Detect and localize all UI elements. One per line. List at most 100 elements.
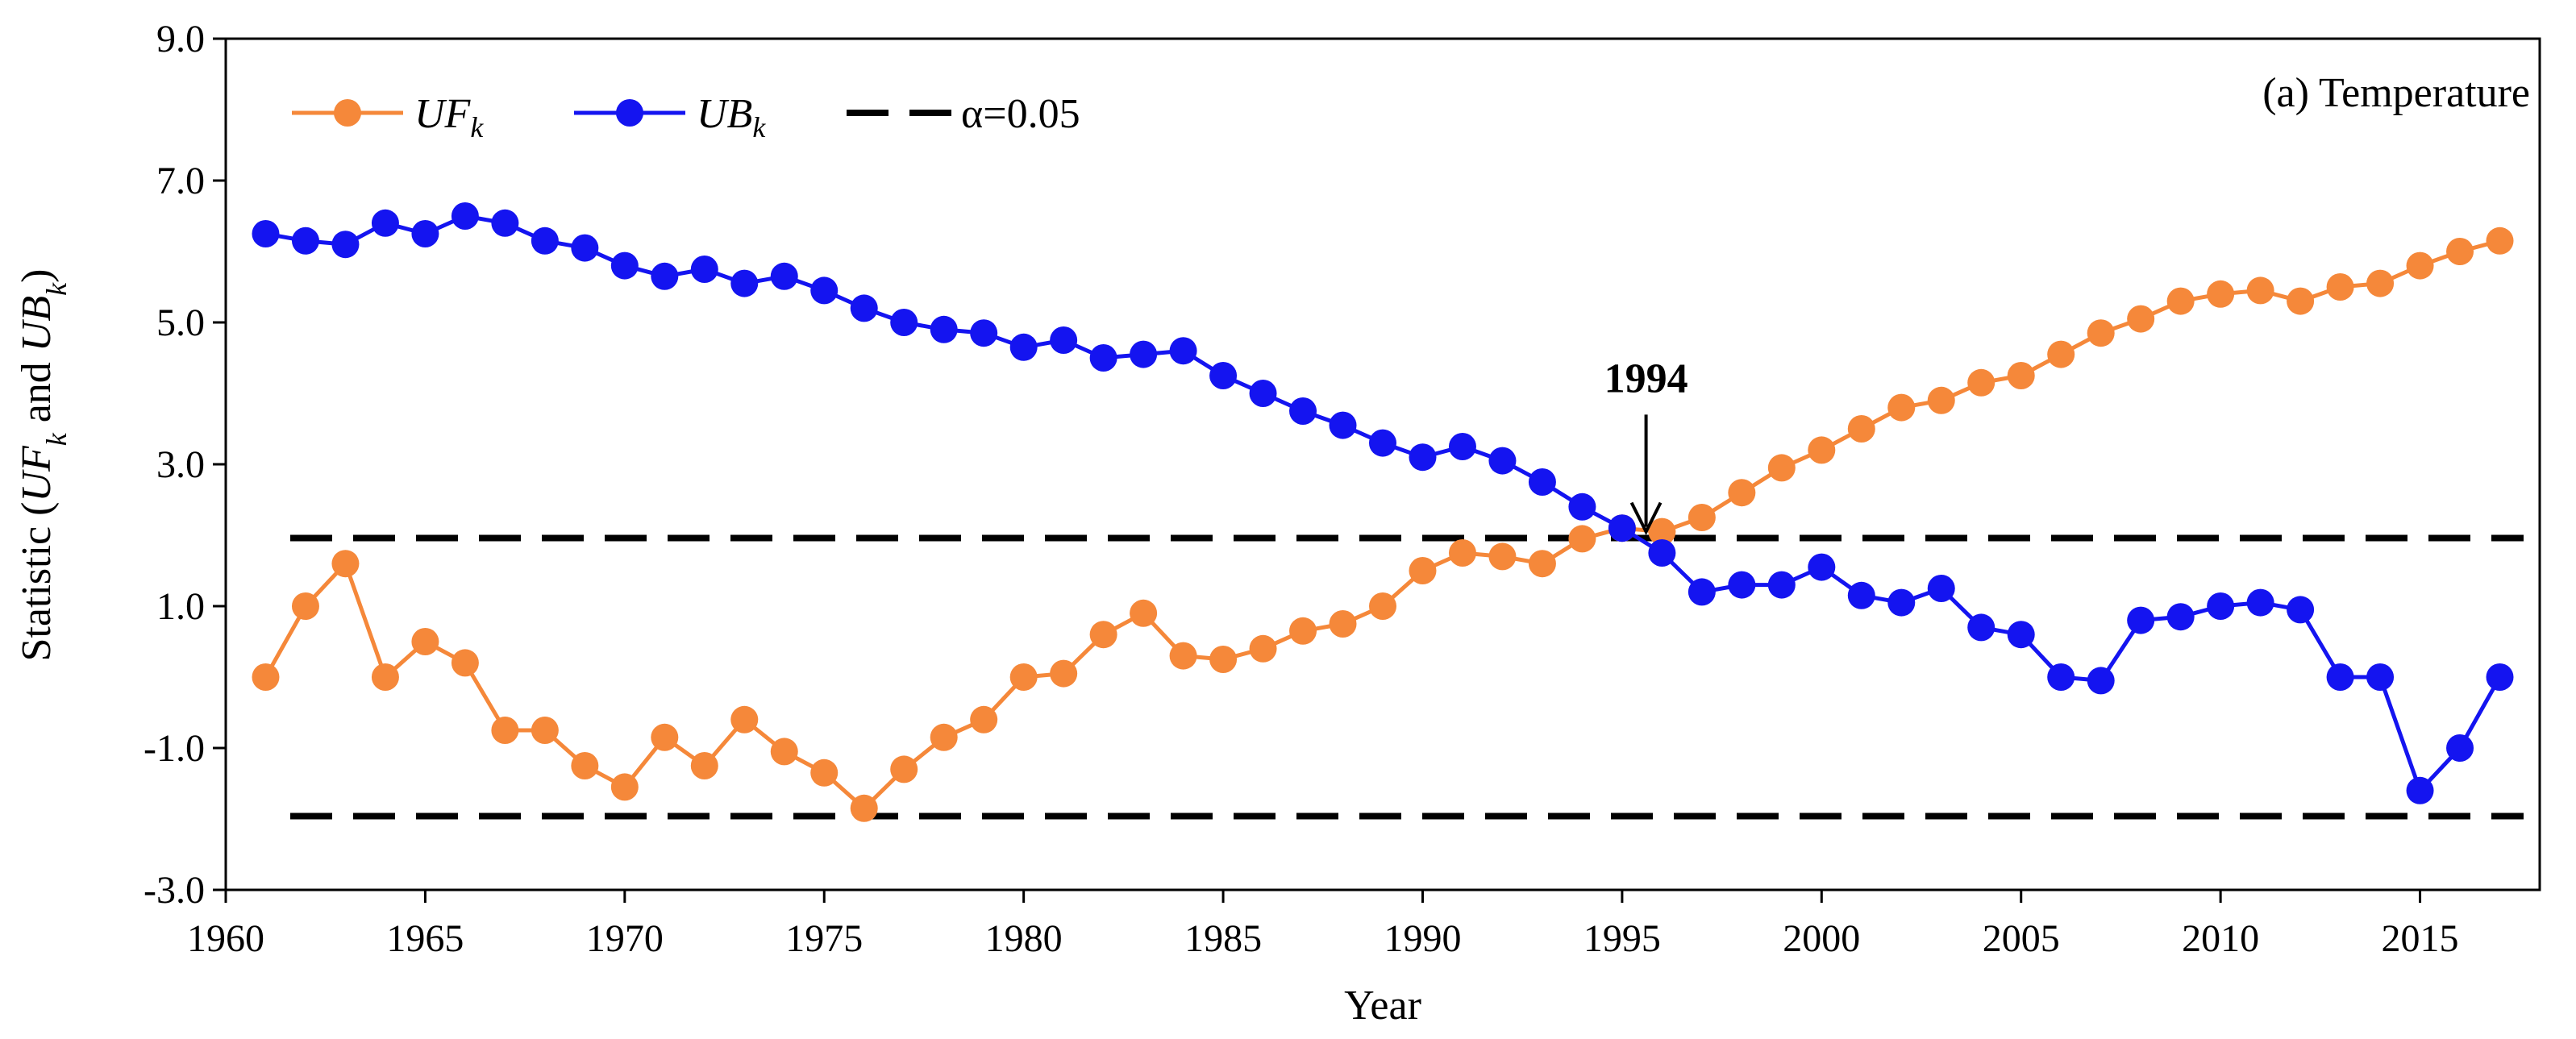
data-point-ubk (2287, 596, 2315, 624)
y-axis-title-prefix: Statistic ( (14, 502, 60, 662)
x-tick-label: 1965 (386, 917, 464, 960)
x-tick-label: 2015 (2382, 917, 2459, 960)
data-point-ubk (1488, 447, 1517, 475)
series-ubk (252, 202, 2514, 804)
y-tick-label: 9.0 (156, 18, 205, 60)
data-point-ufk (1688, 504, 1716, 531)
y-axis-title-uf-sub: k (40, 432, 73, 446)
data-point-ubk (291, 227, 319, 255)
legend-entry-ufk: UFk (292, 91, 484, 143)
data-point-ufk (1568, 525, 1596, 553)
data-point-ufk (2366, 269, 2395, 297)
legend-alpha-label: α=0.05 (961, 91, 1080, 137)
data-point-ufk (890, 755, 918, 783)
data-point-ubk (2406, 776, 2434, 804)
data-point-ufk (411, 628, 439, 655)
x-tick-label: 2005 (1983, 917, 2060, 960)
y-axis-title-and: and (14, 351, 60, 433)
data-point-ufk (451, 649, 479, 677)
x-tick-label: 1970 (586, 917, 664, 960)
y-tick-label: 5.0 (156, 301, 205, 344)
data-point-ubk (930, 315, 958, 343)
data-point-ubk (2007, 621, 2035, 649)
data-point-ubk (1648, 539, 1676, 567)
data-point-ubk (1089, 344, 1117, 372)
data-point-ufk (2007, 362, 2035, 389)
series-line-ubk (265, 214, 2502, 793)
data-point-ubk (2446, 734, 2474, 762)
data-point-ubk (451, 202, 479, 230)
legend-ubk-marker (616, 99, 643, 127)
data-point-ubk (1009, 333, 1038, 361)
data-point-ubk (890, 309, 918, 336)
y-axis-title-ub-sub: k (40, 282, 73, 296)
data-point-ufk (1369, 592, 1396, 620)
y-tick-label: -1.0 (144, 727, 205, 770)
data-point-ubk (770, 262, 798, 290)
y-tick-label: 1.0 (156, 585, 205, 628)
data-point-ubk (331, 231, 360, 259)
y-axis: -3.0 -1.0 1.0 3.0 5.0 7.0 9.0 (144, 18, 226, 912)
data-point-ufk (2207, 280, 2235, 308)
data-point-ufk (1409, 557, 1437, 584)
data-point-ufk (1089, 621, 1117, 649)
data-point-ubk (371, 209, 399, 237)
data-point-ubk (1528, 468, 1556, 496)
data-point-ubk (1289, 397, 1317, 425)
data-point-ubk (1887, 588, 1916, 617)
legend-ufk-label: UFk (414, 91, 484, 143)
data-point-ufk (850, 794, 878, 822)
data-point-ufk (2406, 251, 2434, 280)
x-tick-label: 2010 (2182, 917, 2259, 960)
data-point-ufk (1130, 599, 1158, 627)
data-point-ubk (1130, 340, 1158, 368)
data-point-ubk (411, 220, 439, 247)
y-axis-title: Statistic (UFk and UBk) (14, 269, 73, 662)
legend-ubk-label: UBk (697, 91, 766, 143)
y-axis-title-uf: UF (14, 445, 60, 502)
y-tick-label: 3.0 (156, 443, 205, 486)
data-point-ufk (2246, 276, 2274, 305)
data-point-ufk (1249, 634, 1277, 663)
data-point-ufk (2047, 340, 2075, 368)
data-point-ufk (571, 752, 599, 779)
data-point-ubk (2127, 606, 2155, 634)
data-point-ubk (810, 276, 839, 305)
series-line-ufk (264, 239, 2501, 811)
data-point-ubk (1767, 571, 1796, 599)
data-point-ufk (810, 758, 839, 787)
x-tick-label: 1990 (1384, 917, 1461, 960)
data-point-ufk (331, 550, 360, 578)
data-point-ufk (930, 723, 958, 751)
data-point-ufk (1329, 610, 1357, 638)
legend-entry-ubk: UBk (574, 91, 766, 143)
data-point-ufk (1767, 454, 1796, 482)
chart-title: (a) Temperature (2262, 70, 2530, 116)
y-axis-title-suffix: ) (14, 269, 60, 283)
x-tick-label: 1985 (1184, 917, 1262, 960)
data-point-ubk (2246, 588, 2274, 617)
x-tick-label: 2000 (1783, 917, 1860, 960)
legend-entry-alpha: α=0.05 (847, 91, 1080, 137)
data-point-ufk (1927, 386, 1955, 414)
annotation-arrow-head (1629, 501, 1663, 536)
y-axis-title-ub: UB (14, 296, 60, 351)
data-point-ufk (690, 752, 718, 779)
x-tick-label: 1995 (1583, 917, 1661, 960)
threshold-lines (290, 534, 2524, 820)
data-point-ubk (2366, 663, 2395, 691)
data-point-ubk (651, 262, 679, 290)
data-point-ubk (850, 294, 878, 322)
x-axis: 1960 1965 1970 1975 1980 1985 1990 1995 2000 2005… (187, 890, 2459, 960)
data-point-ufk (1209, 646, 1238, 673)
data-point-ufk (2287, 287, 2315, 315)
data-point-ufk (1967, 368, 1995, 397)
data-point-ubk (1329, 411, 1357, 439)
data-point-ufk (1808, 436, 1836, 464)
data-point-ufk (1169, 642, 1197, 670)
data-point-ubk (2047, 663, 2075, 691)
data-point-ufk (531, 717, 559, 744)
data-point-ubk (1249, 380, 1277, 407)
